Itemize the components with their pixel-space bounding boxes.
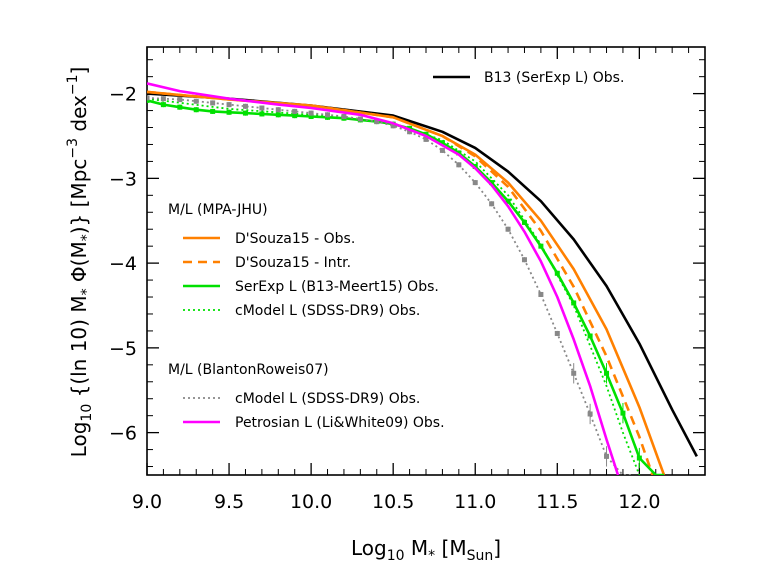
axis-ticks [146, 47, 706, 475]
data-point [456, 162, 462, 168]
data-point [177, 97, 183, 103]
data-point [423, 131, 429, 137]
data-point [210, 100, 216, 106]
legend-label: SerExp L (B13-Meert15) Obs. [235, 279, 439, 295]
series-line-2 [147, 90, 654, 475]
legend-label: D'Souza15 - Obs. [235, 231, 355, 247]
data-point [636, 455, 642, 461]
data-point [242, 103, 248, 109]
data-point [620, 410, 626, 416]
data-point [604, 453, 610, 459]
data-point [325, 112, 331, 118]
data-point [521, 257, 527, 263]
y-tick-label: −2 [109, 84, 137, 106]
x-tick-label: 9.0 [132, 491, 162, 513]
data-point [390, 123, 396, 129]
x-tick-label: 10.5 [372, 491, 414, 513]
legend-group-heading: M/L (BlantonRoweis07) [168, 362, 329, 378]
data-point [226, 102, 232, 108]
data-point [147, 97, 150, 103]
data-point [423, 136, 429, 142]
series-layer [147, 82, 698, 475]
y-tick-label: −4 [109, 253, 137, 275]
data-point [587, 411, 593, 417]
x-tick-label: 10.0 [290, 491, 332, 513]
series-line-6 [147, 82, 620, 475]
data-point [521, 219, 527, 225]
data-point [489, 201, 495, 207]
data-point [292, 113, 298, 119]
data-point [275, 107, 281, 113]
series-line-0 [147, 92, 698, 458]
x-tick-label: 11.0 [454, 491, 496, 513]
data-point [275, 112, 281, 118]
data-point [538, 291, 544, 297]
data-point [193, 107, 199, 113]
y-tick-label: −5 [109, 338, 137, 360]
data-point [193, 98, 199, 104]
data-point [505, 226, 511, 232]
tick-labels: 9.0 9.5 10.0 10.5 11.0 11.5 12.0 −2 −3 −4 −5 −6 [109, 84, 661, 513]
data-point [308, 113, 314, 119]
data-point [505, 198, 511, 204]
data-point [147, 95, 150, 101]
legend-label: D'Souza15 - Intr. [235, 255, 351, 271]
legend-label: cModel L (SDSS-DR9) Obs. [235, 391, 420, 407]
data-point [489, 180, 495, 186]
data-point [439, 147, 445, 153]
series-line-4 [147, 97, 641, 475]
data-point [177, 104, 183, 110]
data-point [407, 129, 413, 135]
data-point [341, 113, 347, 119]
data-point [374, 119, 380, 125]
y-tick-label: −6 [109, 423, 137, 445]
data-point [292, 108, 298, 114]
x-tick-label: 11.5 [536, 491, 578, 513]
data-point [226, 109, 232, 115]
x-axis-title: Log10 M* [MSun] [351, 536, 501, 564]
data-point [554, 330, 560, 336]
data-point [604, 370, 610, 376]
data-point [308, 110, 314, 116]
data-point [259, 105, 265, 111]
data-point [160, 96, 166, 102]
data-point [554, 270, 560, 276]
data-point [210, 108, 216, 114]
legend-label: Petrosian L (Li&White09) Obs. [235, 415, 445, 431]
legend: B13 (SerExp L) Obs. M/L (MPA-JHU) D'Souza1… [168, 70, 624, 431]
data-point [472, 180, 478, 186]
legend-label: B13 (SerExp L) Obs. [484, 70, 624, 86]
y-axis-title: Log10 {(ln 10) M* Φ(M*)} [Mpc−3 dex−1] [65, 67, 95, 458]
data-point [571, 300, 577, 306]
data-point [242, 110, 248, 116]
data-point [456, 150, 462, 156]
legend-label: cModel L (SDSS-DR9) Obs. [235, 303, 420, 319]
y-tick-label: −3 [109, 168, 137, 190]
data-point [259, 111, 265, 117]
data-point [357, 116, 363, 122]
data-point [160, 102, 166, 108]
x-tick-label: 12.0 [618, 491, 660, 513]
data-point [472, 164, 478, 170]
data-point [587, 333, 593, 339]
x-tick-label: 9.5 [214, 491, 244, 513]
data-point [571, 370, 577, 376]
legend-group-heading: M/L (MPA-JHU) [168, 202, 268, 218]
data-point [439, 140, 445, 146]
